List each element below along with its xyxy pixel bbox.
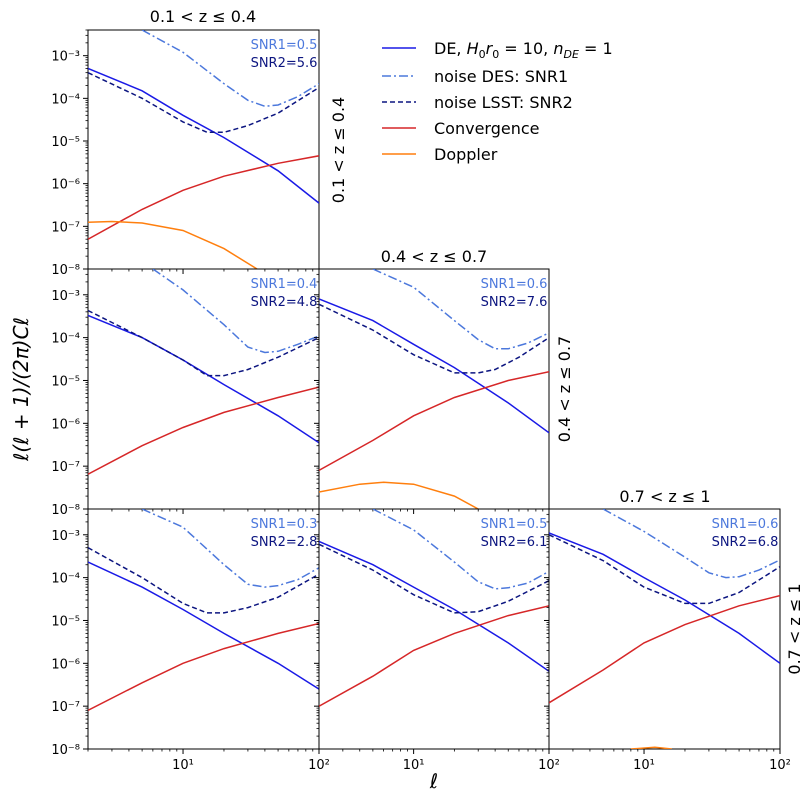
y-tick-label: 10⁻⁵ <box>51 374 80 389</box>
snr1-label: SNR1=0.6 <box>481 277 548 292</box>
panels: 10⁻⁸ 10⁻⁷ 10⁻⁶ 10⁻⁵ 10⁻⁴ 10⁻³ SNR1=0.5 SNR2=5.6… <box>51 29 791 773</box>
panel-1: 10⁻⁸ 10⁻⁷ 10⁻⁶ 10⁻⁵ 10⁻⁴ 10⁻³ SNR1=0.4 SNR2=4.8 <box>51 268 320 518</box>
legend-label-convergence: Convergence <box>434 119 540 138</box>
x-tick-label: 10¹ <box>172 758 194 773</box>
snr2-label: SNR2=6.1 <box>481 535 548 550</box>
snr2-label: SNR2=7.6 <box>481 295 548 310</box>
y-tick-label: 10⁻⁷ <box>51 220 80 235</box>
y-tick-label: 10⁻⁴ <box>51 572 80 587</box>
panel-series <box>549 509 780 749</box>
legend: DE, H0r0 = 10, nDE = 1 noise DES: SNR1 n… <box>382 39 613 164</box>
snr2-label: SNR2=4.8 <box>251 295 318 310</box>
y-tick-label: 10⁻⁷ <box>51 700 80 715</box>
col-title-1: 0.4 < z ≤ 0.7 <box>381 247 487 266</box>
snr1-label: SNR1=0.6 <box>712 517 779 532</box>
panel-series <box>88 30 319 269</box>
snr2-label: SNR2=5.6 <box>251 56 318 71</box>
series-de-line <box>319 298 549 434</box>
x-tick-label: 10² <box>308 758 330 773</box>
y-tick-label: 10⁻³ <box>51 289 80 304</box>
series-noise-lsst-line <box>88 547 319 614</box>
series-de-line <box>319 540 549 672</box>
snr1-label: SNR1=0.3 <box>251 517 318 532</box>
y-tick-label: 10⁻⁵ <box>51 135 80 150</box>
x-tick-label: 10² <box>538 758 560 773</box>
y-tick-label: 10⁻⁸ <box>51 503 80 518</box>
series-doppler-line <box>88 220 258 269</box>
series-de-line <box>88 561 319 690</box>
legend-label-de: DE, H0r0 = 10, nDE = 1 <box>434 39 613 61</box>
series-noise-lsst-line <box>319 543 549 614</box>
snr1-label: SNR1=0.4 <box>251 277 318 292</box>
snr1-label: SNR1=0.5 <box>481 517 548 532</box>
series-convergence-line <box>319 370 549 471</box>
series-convergence-line <box>88 622 319 711</box>
legend-label-noise-lsst: noise LSST: SNR2 <box>434 93 573 112</box>
x-tick-label: 10¹ <box>633 758 655 773</box>
series-doppler-line <box>319 481 479 509</box>
snr2-label: SNR2=2.8 <box>251 535 318 550</box>
series-noise-lsst-line <box>319 303 549 374</box>
series-noise-des-line <box>141 509 319 588</box>
y-tick-label: 10⁻³ <box>51 529 80 544</box>
series-doppler-line <box>630 746 672 749</box>
y-tick-label: 10⁻⁴ <box>51 92 80 107</box>
row-label-2: 0.7 < z ≤ 1 <box>785 583 802 674</box>
series-noise-des-line <box>372 269 549 350</box>
series-convergence-line <box>549 594 780 704</box>
panel-0: 10⁻⁸ 10⁻⁷ 10⁻⁶ 10⁻⁵ 10⁻⁴ 10⁻³ SNR1=0.5 SNR2=5.6 <box>51 29 320 278</box>
panel-series <box>319 509 549 707</box>
y-tick-label: 10⁻⁶ <box>51 178 80 193</box>
panel-series <box>88 269 319 475</box>
series-noise-des-line <box>372 509 549 590</box>
y-tick-label: 10⁻³ <box>51 50 80 65</box>
y-axis-label: ℓ(ℓ + 1)/(2π)Cℓ <box>9 317 33 462</box>
series-de-line <box>88 67 319 204</box>
panel-5: 10¹ 10² SNR1=0.6 SNR2=6.8 <box>544 508 791 773</box>
legend-label-noise-des: noise DES: SNR1 <box>434 67 568 86</box>
y-tick-label: 10⁻⁶ <box>51 417 80 432</box>
series-convergence-line <box>88 386 319 475</box>
series-noise-des-line <box>141 30 319 108</box>
y-tick-label: 10⁻⁷ <box>51 460 80 475</box>
panel-series <box>319 269 549 509</box>
y-tick-label: 10⁻⁴ <box>51 332 80 347</box>
y-tick-label: 10⁻⁵ <box>51 614 80 629</box>
legend-label-doppler: Doppler <box>434 145 498 164</box>
series-noise-des-line <box>152 269 319 354</box>
series-noise-des-line <box>602 509 780 579</box>
series-noise-lsst-line <box>549 534 780 605</box>
panel-3: 10⁻⁸ 10⁻⁷ 10⁻⁶ 10⁻⁵ 10⁻⁴ 10⁻³ 10¹ 10² SNR1=0.3 SN… <box>51 508 330 773</box>
y-tick-label: 10⁻⁸ <box>51 743 80 758</box>
snr2-label: SNR2=6.8 <box>712 535 779 550</box>
row-label-0: 0.1 < z ≤ 0.4 <box>329 97 348 203</box>
panel-2: SNR1=0.6 SNR2=7.6 <box>314 268 550 514</box>
panel-series <box>88 509 319 711</box>
panel-frame <box>548 508 781 750</box>
series-de-line <box>88 314 319 444</box>
y-tick-label: 10⁻⁶ <box>51 657 80 672</box>
row-label-1: 0.4 < z ≤ 0.7 <box>555 336 574 442</box>
snr1-label: SNR1=0.5 <box>251 38 318 53</box>
series-noise-lsst-line <box>88 72 319 134</box>
x-axis-label: ℓ <box>429 769 438 793</box>
series-noise-lsst-line <box>88 309 319 377</box>
y-tick-label: 10⁻⁸ <box>51 263 80 278</box>
x-tick-label: 10¹ <box>403 758 425 773</box>
panel-4: 10¹ 10² SNR1=0.5 SNR2=6.1 <box>314 508 560 773</box>
series-de-line <box>549 532 780 664</box>
series-convergence-line <box>319 605 549 707</box>
series-convergence-line <box>88 155 319 240</box>
col-title-2: 0.7 < z ≤ 1 <box>619 487 710 506</box>
col-title-0: 0.1 < z ≤ 0.4 <box>150 7 256 26</box>
x-tick-label: 10² <box>769 758 791 773</box>
